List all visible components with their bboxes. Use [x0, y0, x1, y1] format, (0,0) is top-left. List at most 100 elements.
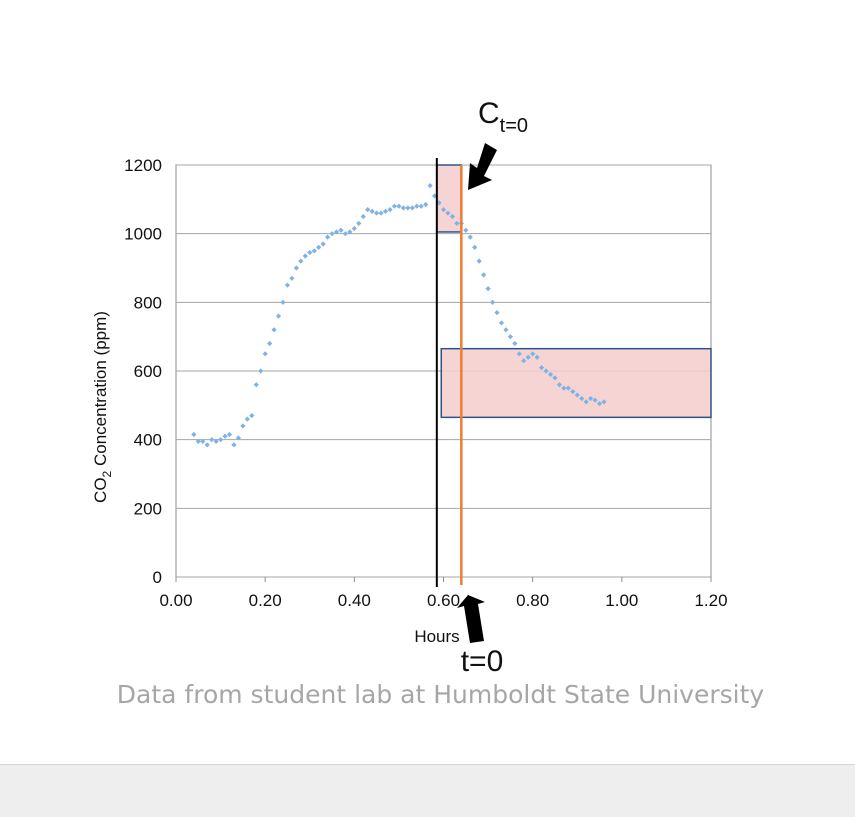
data-point [391, 203, 398, 209]
data-point [191, 431, 197, 438]
data-point [467, 234, 473, 240]
data-point [565, 385, 571, 391]
y-tick-label: 400 [134, 431, 162, 450]
data-point [423, 201, 429, 208]
y-tick-label: 1200 [124, 156, 162, 175]
data-point [249, 413, 255, 419]
data-point [405, 205, 411, 211]
data-point [365, 207, 371, 213]
data-point [440, 207, 447, 213]
data-point [409, 205, 415, 211]
data-point [534, 354, 540, 360]
y-tick-label: 800 [134, 293, 162, 312]
data-point [316, 244, 322, 250]
data-point [213, 438, 219, 444]
data-point [530, 351, 536, 357]
data-point [280, 299, 286, 305]
data-point [454, 220, 460, 226]
data-point [494, 310, 500, 316]
data-point [329, 231, 335, 237]
data-point [293, 265, 299, 271]
data-point [258, 368, 264, 374]
data-point [543, 368, 549, 374]
x-tick-label: 0.00 [159, 591, 192, 610]
data-point [356, 220, 362, 226]
x-axis-title: Hours [414, 627, 459, 646]
tick-labels: 0 200 400 600 800 1000 1200 0.00 0.20 0.40 0.60 0.8… [124, 156, 727, 610]
data-point [374, 210, 380, 216]
data-point [427, 183, 433, 189]
y-axis-title: CO2 Concentration (ppm) [91, 311, 114, 503]
data-point [485, 286, 491, 292]
data-point [271, 327, 277, 333]
data-point [284, 282, 291, 288]
data-point [481, 272, 487, 278]
data-point [320, 241, 326, 247]
data-point [253, 382, 259, 388]
data-point [489, 299, 496, 305]
data-point [302, 253, 308, 259]
highlight-boxes [436, 164, 712, 419]
data-point [498, 320, 505, 326]
data-point [311, 248, 317, 254]
data-point [222, 433, 228, 439]
data-point [289, 275, 295, 281]
data-point [209, 437, 215, 443]
data-point [204, 442, 210, 448]
data-point [570, 389, 576, 395]
data-point [449, 213, 456, 220]
data-point [387, 207, 393, 213]
data-point [414, 203, 420, 209]
data-point [275, 313, 282, 319]
data-point [583, 399, 589, 405]
y-tick-label: 200 [134, 499, 162, 518]
marker-lines [435, 158, 463, 587]
c-t0-arrow-icon [468, 143, 497, 190]
data-point [338, 227, 344, 233]
data-point [588, 395, 594, 402]
y-tick-label: 0 [153, 568, 162, 587]
data-point [267, 340, 273, 347]
data-point [547, 371, 554, 378]
data-point [244, 416, 250, 422]
data-point [324, 234, 331, 240]
data-point [596, 401, 603, 407]
data-point [347, 229, 353, 235]
x-tick-label: 0.40 [338, 591, 371, 610]
data-point [561, 385, 567, 391]
highlight-box-bottom [440, 347, 712, 419]
data-point [396, 203, 402, 209]
bottom-bar [0, 764, 855, 817]
data-point [516, 351, 522, 357]
data-point [231, 442, 237, 448]
data-point [369, 208, 375, 214]
data-point [503, 327, 509, 333]
data-point [298, 258, 304, 264]
source-caption: Data from student lab at Humboldt State … [116, 680, 765, 709]
data-point [342, 231, 349, 237]
data-point [360, 213, 366, 220]
data-point [200, 438, 206, 444]
co2-chart: 0 200 400 600 800 1000 1200 0.00 0.20 0.40 0.60 0.8… [91, 97, 728, 678]
data-point [307, 249, 313, 256]
data-point [195, 438, 201, 444]
x-tick-label: 0.20 [249, 591, 282, 610]
data-point [262, 351, 268, 357]
data-point [592, 397, 598, 403]
highlight-box-top [436, 164, 463, 233]
data-point [418, 203, 424, 209]
data-point [556, 382, 563, 388]
data-point [601, 399, 607, 405]
y-tick-label: 1000 [124, 225, 162, 244]
t0-arrow-icon [457, 595, 485, 643]
data-point [382, 208, 389, 214]
data-point [463, 227, 469, 233]
data-point [472, 244, 478, 250]
data-point [400, 205, 406, 211]
x-tick-label: 1.00 [605, 591, 638, 610]
data-point [538, 364, 545, 371]
x-tick-label: 1.20 [694, 591, 727, 610]
data-point [521, 358, 527, 364]
data-point [378, 210, 384, 216]
t0-label: t=0 [461, 645, 504, 678]
